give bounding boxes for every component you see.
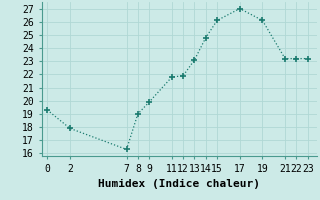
X-axis label: Humidex (Indice chaleur): Humidex (Indice chaleur)	[98, 179, 260, 189]
